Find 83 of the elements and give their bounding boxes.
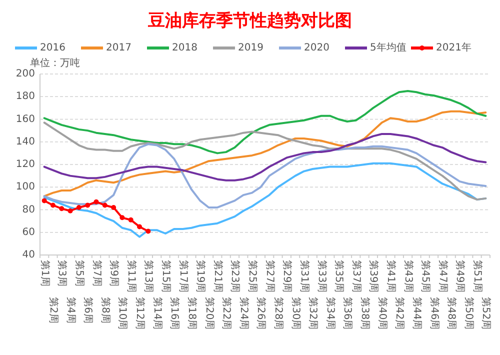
x-tick-label: 第40周 [376,297,388,330]
y-axis-title: 单位：万吨 [30,57,80,69]
legend-label: 2017 [106,42,132,54]
x-tick-label: 第41周 [384,260,397,293]
y-tick-label: 160 [16,114,35,125]
x-tick-label: 第45周 [420,260,432,293]
point [146,228,151,234]
point [128,217,134,222]
x-tick-label: 第12周 [134,297,146,330]
point [85,202,90,208]
legend-label: 5年均值 [370,42,406,54]
x-tick-label: 第8周 [99,297,112,324]
y-tick-label: 80 [22,204,35,216]
x-tick-label: 第25周 [246,260,259,293]
x-tick-label: 第33周 [316,260,328,293]
point [76,204,82,210]
x-tick-label: 第10周 [116,297,129,330]
x-tick-label: 第44周 [410,297,423,330]
x-tick-label: 第24周 [238,297,250,330]
x-tick-label: 第6周 [82,297,94,324]
x-tick-label: 第29周 [281,260,294,293]
x-tick-label: 第14周 [151,297,164,330]
point [94,199,99,204]
point [50,202,56,208]
x-tick-label: 第30周 [290,297,302,330]
x-tick-label: 第28周 [272,297,284,330]
x-tick-label: 第46周 [428,297,440,330]
x-tick-label: 第20周 [203,297,216,330]
y-tick-label: 100 [16,182,35,193]
point [120,215,125,220]
x-tick-label: 第34周 [324,297,336,330]
x-tick-label: 第39周 [368,260,380,293]
x-tick-label: 第11周 [125,260,138,293]
x-tick-label: 第35周 [333,260,346,293]
x-tick-label: 第23周 [229,260,242,293]
x-tick-label: 第1周 [38,260,51,286]
x-tick-label: 第7周 [90,260,103,286]
x-tick-label: 第13周 [142,260,155,293]
x-tick-label: 第32周 [307,297,320,330]
legend-label: 2019 [238,42,264,54]
x-tick-label: 第17周 [177,260,190,293]
x-tick-label: 第18周 [186,297,198,330]
x-tick-label: 第37周 [350,260,362,293]
x-tick-label: 第4周 [64,297,77,324]
x-tick-label: 第9周 [108,260,120,286]
point [111,204,116,210]
x-tick-label: 第3周 [56,260,68,286]
x-tick-label: 第26周 [255,297,268,330]
x-tick-label: 第15周 [160,260,172,293]
x-tick-label: 第21周 [212,260,224,293]
x-tick-label: 第49周 [454,260,466,293]
x-tick-label: 第52周 [480,297,492,330]
y-tick-label: 200 [16,68,35,80]
legend-label: 2016 [40,42,66,54]
legend-label: 2018 [172,42,198,54]
legend-label: 2020 [304,42,330,54]
point [137,224,142,230]
x-tick-label: 第42周 [394,297,406,330]
x-tick-label: 第48周 [446,297,458,330]
x-tick-label: 第2周 [47,297,60,324]
x-tick-label: 第31周 [298,260,310,293]
x-tick-label: 第36周 [342,297,354,330]
x-tick-label: 第19周 [194,260,207,293]
x-tick-label: 第51周 [472,260,484,293]
x-tick-label: 第16周 [168,297,181,330]
point [42,198,47,204]
x-tick-label: 第27周 [264,260,276,293]
point [68,208,73,214]
x-tick-label: 第38周 [359,297,372,330]
y-tick-label: 120 [16,159,35,170]
point [59,206,64,212]
legend-label: 2021年 [436,42,472,54]
y-tick-label: 40 [22,250,35,260]
x-tick-label: 第47周 [436,260,449,293]
x-tick-label: 第43周 [402,260,414,293]
point [102,202,108,208]
x-tick-label: 第5周 [73,260,86,286]
y-tick-label: 180 [16,91,35,102]
y-tick-label: 140 [16,136,35,148]
chart-title: 豆油库存季节性趋势对比图 [147,11,352,31]
y-tick-label: 60 [22,226,35,238]
x-tick-label: 第22周 [220,297,233,330]
x-tick-label: 第50周 [462,297,475,330]
